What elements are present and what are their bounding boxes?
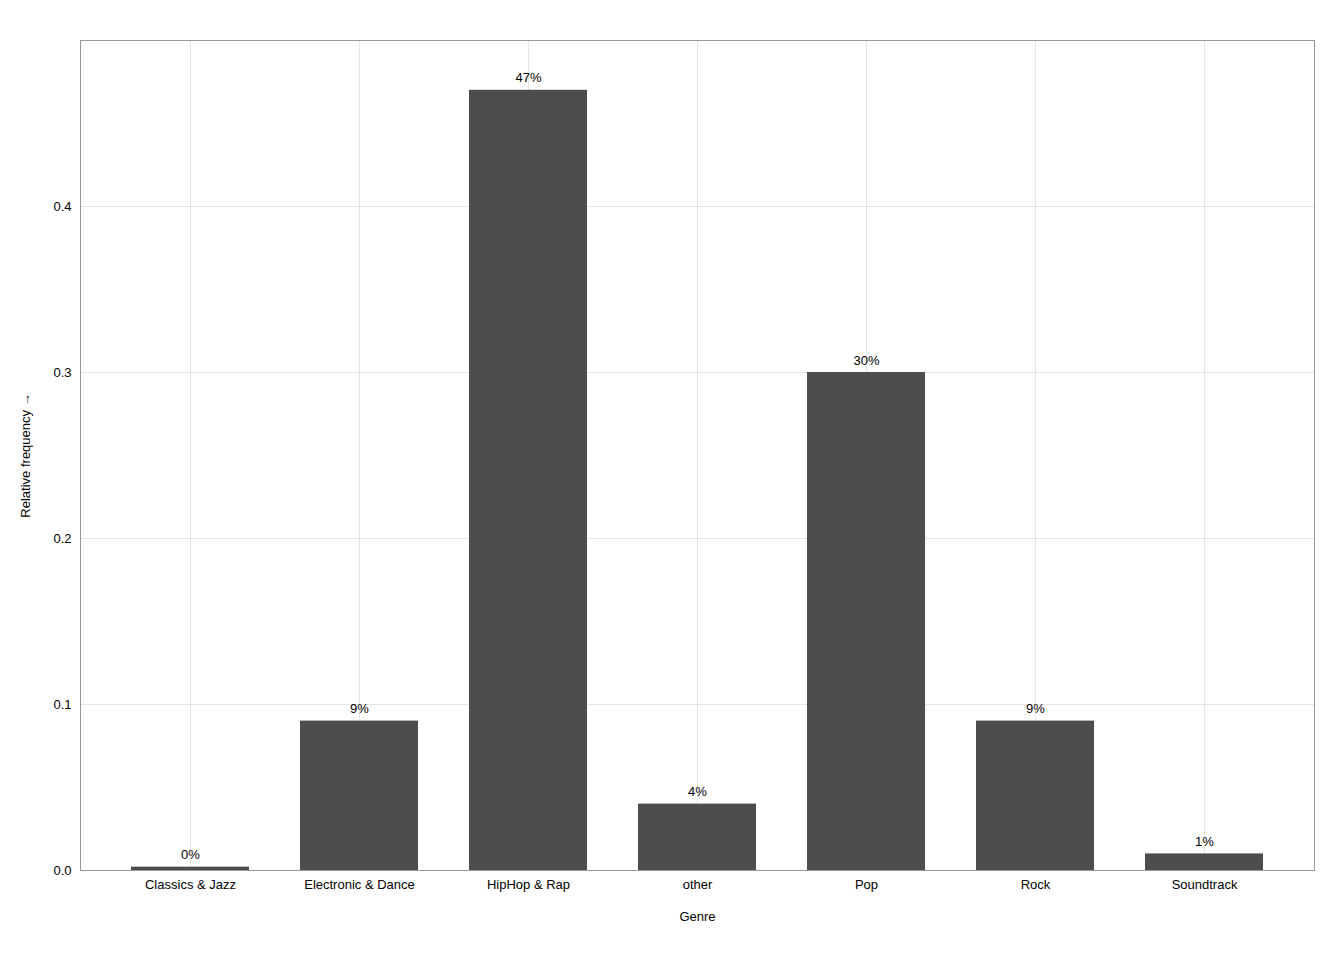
svg-text:0.0: 0.0	[53, 863, 71, 878]
svg-text:Classics & Jazz: Classics & Jazz	[145, 877, 236, 892]
svg-text:Soundtrack: Soundtrack	[1172, 877, 1238, 892]
svg-text:0.3: 0.3	[53, 365, 71, 380]
svg-text:Relative frequency →: Relative frequency →	[18, 393, 33, 517]
svg-text:other: other	[683, 877, 713, 892]
svg-text:9%: 9%	[1026, 701, 1045, 716]
svg-text:Electronic & Dance: Electronic & Dance	[304, 877, 415, 892]
svg-text:0.1: 0.1	[53, 697, 71, 712]
svg-text:9%: 9%	[350, 701, 369, 716]
svg-text:Rock: Rock	[1021, 877, 1051, 892]
svg-text:1%: 1%	[1195, 834, 1214, 849]
svg-text:0.4: 0.4	[53, 199, 71, 214]
svg-text:47%: 47%	[515, 70, 541, 85]
svg-text:0.2: 0.2	[53, 531, 71, 546]
svg-text:0%: 0%	[181, 847, 200, 862]
svg-text:HipHop & Rap: HipHop & Rap	[487, 877, 570, 892]
svg-text:Genre: Genre	[679, 909, 715, 924]
svg-text:30%: 30%	[853, 353, 879, 368]
svg-text:Pop: Pop	[855, 877, 878, 892]
svg-text:4%: 4%	[688, 784, 707, 799]
